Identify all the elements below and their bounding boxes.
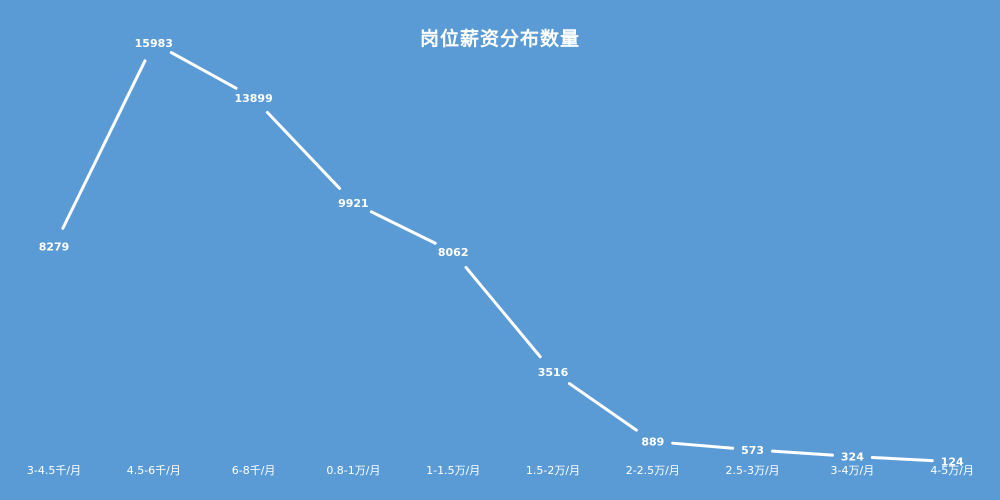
x-axis-tick-labels: 3-4.5千/月 4.5-6千/月 6-8千/月 0.8-1万/月 1-1.5万/月 1.… [27,464,974,477]
data-label: 3516 [538,366,569,379]
x-tick-label: 4-5万/月 [930,464,974,477]
series-line-group [61,51,934,463]
x-tick-label: 1-1.5万/月 [426,464,480,477]
x-tick-label: 6-8千/月 [232,464,276,477]
data-label: 324 [841,450,864,463]
data-label: 889 [641,436,664,449]
data-labels: 8279 15983 13899 9921 8062 3516 889 573 324 124 [39,37,964,469]
series-line-segment [265,110,342,190]
series-line-segment [369,210,437,245]
x-tick-label: 3-4万/月 [831,464,875,477]
data-label: 9921 [338,197,369,210]
series-line-segment [567,382,638,432]
x-tick-label: 0.8-1万/月 [326,464,380,477]
data-label: 573 [741,444,764,457]
x-tick-label: 2-2.5万/月 [626,464,680,477]
x-tick-label: 4.5-6千/月 [127,464,181,477]
series-line-segment [169,51,238,90]
series-line-segment [61,59,147,230]
data-label: 13899 [234,92,272,105]
chart-title: 岗位薪资分布数量 [419,28,580,50]
data-label: 8062 [438,246,469,259]
series-line-segment [671,441,735,450]
x-tick-label: 1.5-2万/月 [526,464,580,477]
x-tick-label: 2.5-3万/月 [726,464,780,477]
data-label: 124 [941,456,964,469]
data-label: 8279 [39,240,70,253]
series-line-segment [464,265,542,359]
data-label: 15983 [135,37,173,50]
x-tick-label: 3-4.5千/月 [27,464,81,477]
drop-lines [53,52,953,472]
series-line-segment [870,455,934,463]
series-line-segment [771,449,834,457]
